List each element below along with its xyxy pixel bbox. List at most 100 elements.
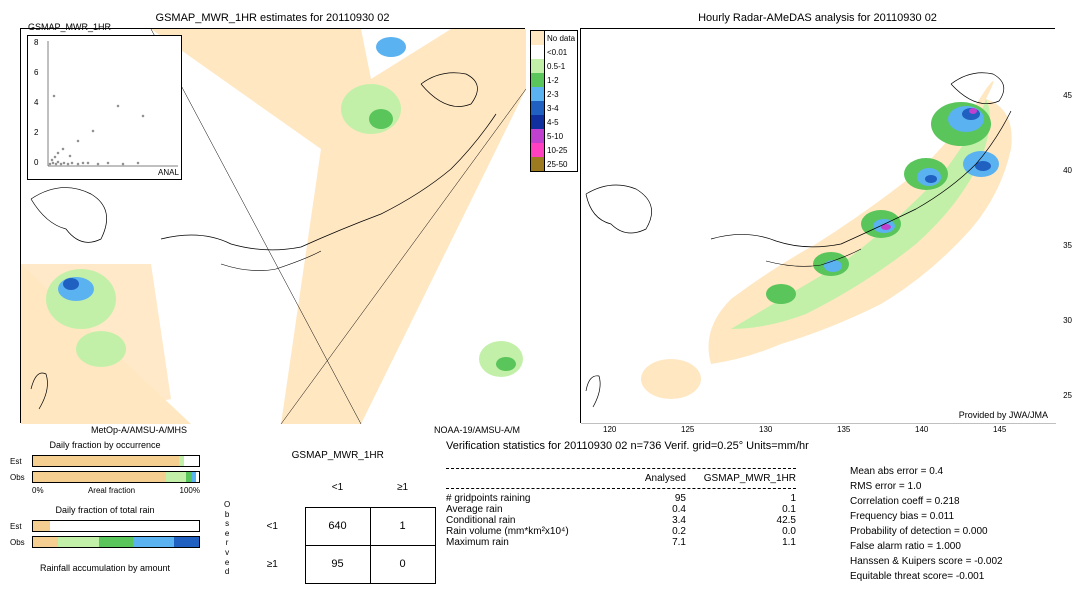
stat-name: # gridpoints raining xyxy=(446,493,616,504)
ct-00: 640 xyxy=(305,507,370,545)
legend-item: 1-2 xyxy=(531,73,577,87)
legend-label: No data xyxy=(545,34,575,43)
rxt-145: 145 xyxy=(993,425,1006,434)
figure-root: GSMAP_MWR_1HR estimates for 20110930 02 xyxy=(0,0,1080,612)
legend-item: No data xyxy=(531,31,577,45)
ct-vlabel: Observed xyxy=(224,500,230,577)
stat-analysed: 95 xyxy=(616,493,686,504)
axis-100: 100% xyxy=(180,486,200,495)
legend-label: 1-2 xyxy=(545,76,559,85)
legend-swatch xyxy=(531,73,545,87)
right-map-svg xyxy=(581,29,1056,424)
bar-label: Est xyxy=(10,522,32,531)
sat1-label: NOAA-19/AMSU-A/M xyxy=(434,425,520,435)
inset-title: GSMAP_MWR_1HR xyxy=(28,22,111,32)
ct-rh0: <1 xyxy=(240,507,305,545)
bar-row: Obs xyxy=(10,535,200,549)
legend-swatch xyxy=(531,101,545,115)
inset-yt-4: 4 xyxy=(34,98,38,107)
ct-rh1: ≥1 xyxy=(240,545,305,583)
legend-swatch xyxy=(531,157,545,171)
legend-item: 5-10 xyxy=(531,129,577,143)
inset-yt-0: 0 xyxy=(34,158,38,167)
bar-label: Est xyxy=(10,457,32,466)
bar-label: Obs xyxy=(10,473,32,482)
stat-estimate: 0.1 xyxy=(686,504,796,515)
legend-swatch xyxy=(531,59,545,73)
legend-label: 10-25 xyxy=(545,146,567,155)
occ-title3: Rainfall accumulation by amount xyxy=(10,563,200,573)
stats-row: Conditional rain3.442.5 xyxy=(446,515,796,526)
ryt-40: 40 xyxy=(1063,166,1072,175)
legend-label: 25-50 xyxy=(545,160,567,169)
occ-title2: Daily fraction of total rain xyxy=(10,505,200,515)
stat-analysed: 3.4 xyxy=(616,515,686,526)
legend-label: 4-5 xyxy=(545,118,559,127)
legend-item: <0.01 xyxy=(531,45,577,59)
sat2-label: MetOp-A/AMSU-A/MHS xyxy=(91,425,187,435)
legend-item: 3-4 xyxy=(531,101,577,115)
bar-segment xyxy=(186,472,193,482)
ct-title: GSMAP_MWR_1HR xyxy=(240,450,436,461)
color-legend: No data <0.01 0.5-1 1-2 2-3 3-4 4-5 5-10 10-25 25… xyxy=(530,30,578,172)
bar-segment xyxy=(33,537,58,547)
ryt-30: 30 xyxy=(1063,316,1072,325)
bar-axis1: 0% Areal fraction 100% xyxy=(32,486,200,495)
bar-segment xyxy=(192,472,195,482)
bar-label: Obs xyxy=(10,538,32,547)
legend-swatch xyxy=(531,87,545,101)
stat-name: Rain volume (mm*km²x10⁴) xyxy=(446,526,616,537)
metric-line: Correlation coeff = 0.218 xyxy=(850,494,1003,509)
legend-item: 4-5 xyxy=(531,115,577,129)
inset-yt-8: 8 xyxy=(34,38,38,47)
contingency-table: <1 ≥1 <1 640 1 ≥1 95 0 xyxy=(240,469,436,584)
axis-0: 0% xyxy=(32,486,44,495)
occurrence-block: Daily fraction by occurrence EstObs 0% A… xyxy=(10,440,200,577)
col-a: Analysed xyxy=(616,473,686,484)
stat-analysed: 7.1 xyxy=(616,537,686,548)
legend-label: 3-4 xyxy=(545,104,559,113)
stat-analysed: 0.2 xyxy=(616,526,686,537)
provider-label: Provided by JWA/JMA xyxy=(959,410,1048,420)
legend-label: 0.5-1 xyxy=(545,62,565,71)
legend-swatch xyxy=(531,115,545,129)
col-b: GSMAP_MWR_1HR xyxy=(686,473,796,484)
metric-line: Frequency bias = 0.011 xyxy=(850,509,1003,524)
stat-name: Conditional rain xyxy=(446,515,616,526)
metric-line: Mean abs error = 0.4 xyxy=(850,464,1003,479)
bar-segment xyxy=(179,456,184,466)
inset-svg xyxy=(28,36,183,181)
ct-10: 95 xyxy=(305,545,370,583)
bar-track xyxy=(32,536,200,548)
ct-11: 0 xyxy=(370,545,435,583)
ryt-45: 45 xyxy=(1063,91,1072,100)
bar-track xyxy=(32,455,200,467)
legend-item: 2-3 xyxy=(531,87,577,101)
metrics-block: Mean abs error = 0.4RMS error = 1.0Corre… xyxy=(850,464,1003,584)
rxt-120: 120 xyxy=(603,425,616,434)
axis-mid: Areal fraction xyxy=(88,486,135,495)
stat-estimate: 42.5 xyxy=(686,515,796,526)
rxt-130: 130 xyxy=(759,425,772,434)
rxt-135: 135 xyxy=(837,425,850,434)
metric-line: False alarm ratio = 1.000 xyxy=(850,539,1003,554)
left-map-panel: GSMAP_MWR_1HR 8 6 4 xyxy=(20,28,525,423)
bar-segment xyxy=(174,537,199,547)
legend-label: 5-10 xyxy=(545,132,563,141)
bar-track xyxy=(32,520,200,532)
ct-01: 1 xyxy=(370,507,435,545)
ct-ch1: ≥1 xyxy=(370,469,435,507)
rxt-125: 125 xyxy=(681,425,694,434)
legend-swatch xyxy=(531,143,545,157)
stats-row: Maximum rain7.11.1 xyxy=(446,537,796,548)
bar-segment xyxy=(99,537,132,547)
bar-row: Est xyxy=(10,454,200,468)
rxt-140: 140 xyxy=(915,425,928,434)
legend-swatch xyxy=(531,31,545,45)
legend-item: 0.5-1 xyxy=(531,59,577,73)
stat-estimate: 1 xyxy=(686,493,796,504)
bar-segment xyxy=(33,521,50,531)
contingency-block: GSMAP_MWR_1HR <1 ≥1 <1 640 1 ≥1 95 0 xyxy=(240,450,436,584)
ryt-35: 35 xyxy=(1063,241,1072,250)
bar-track xyxy=(32,471,200,483)
